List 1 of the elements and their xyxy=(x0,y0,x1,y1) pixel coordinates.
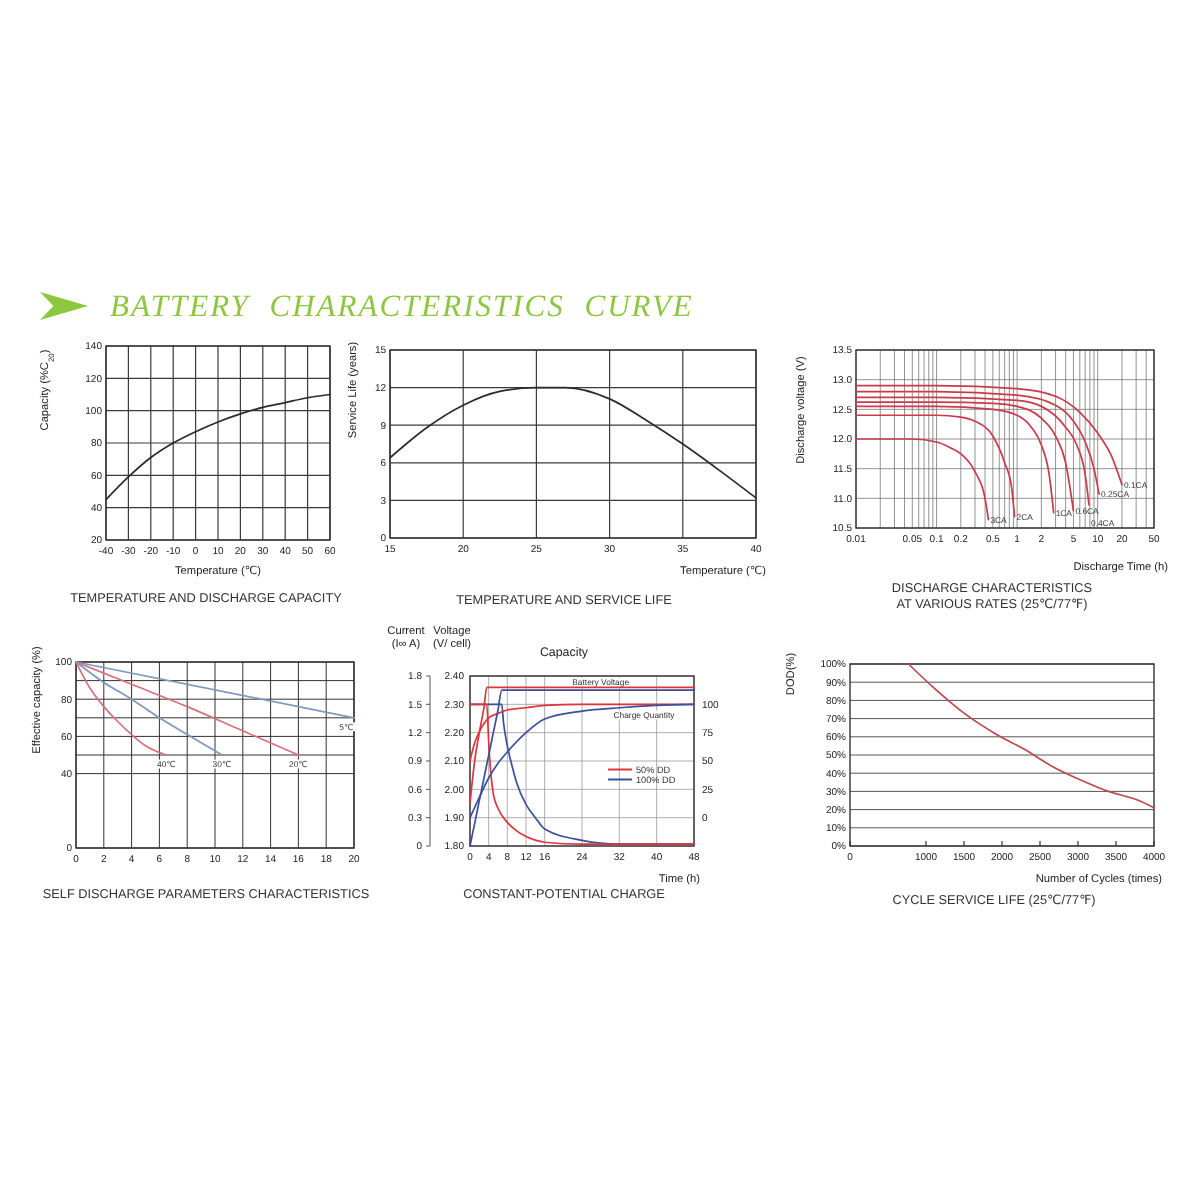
text: BATTERY CHARACTERISTICS CURVE xyxy=(110,290,694,324)
